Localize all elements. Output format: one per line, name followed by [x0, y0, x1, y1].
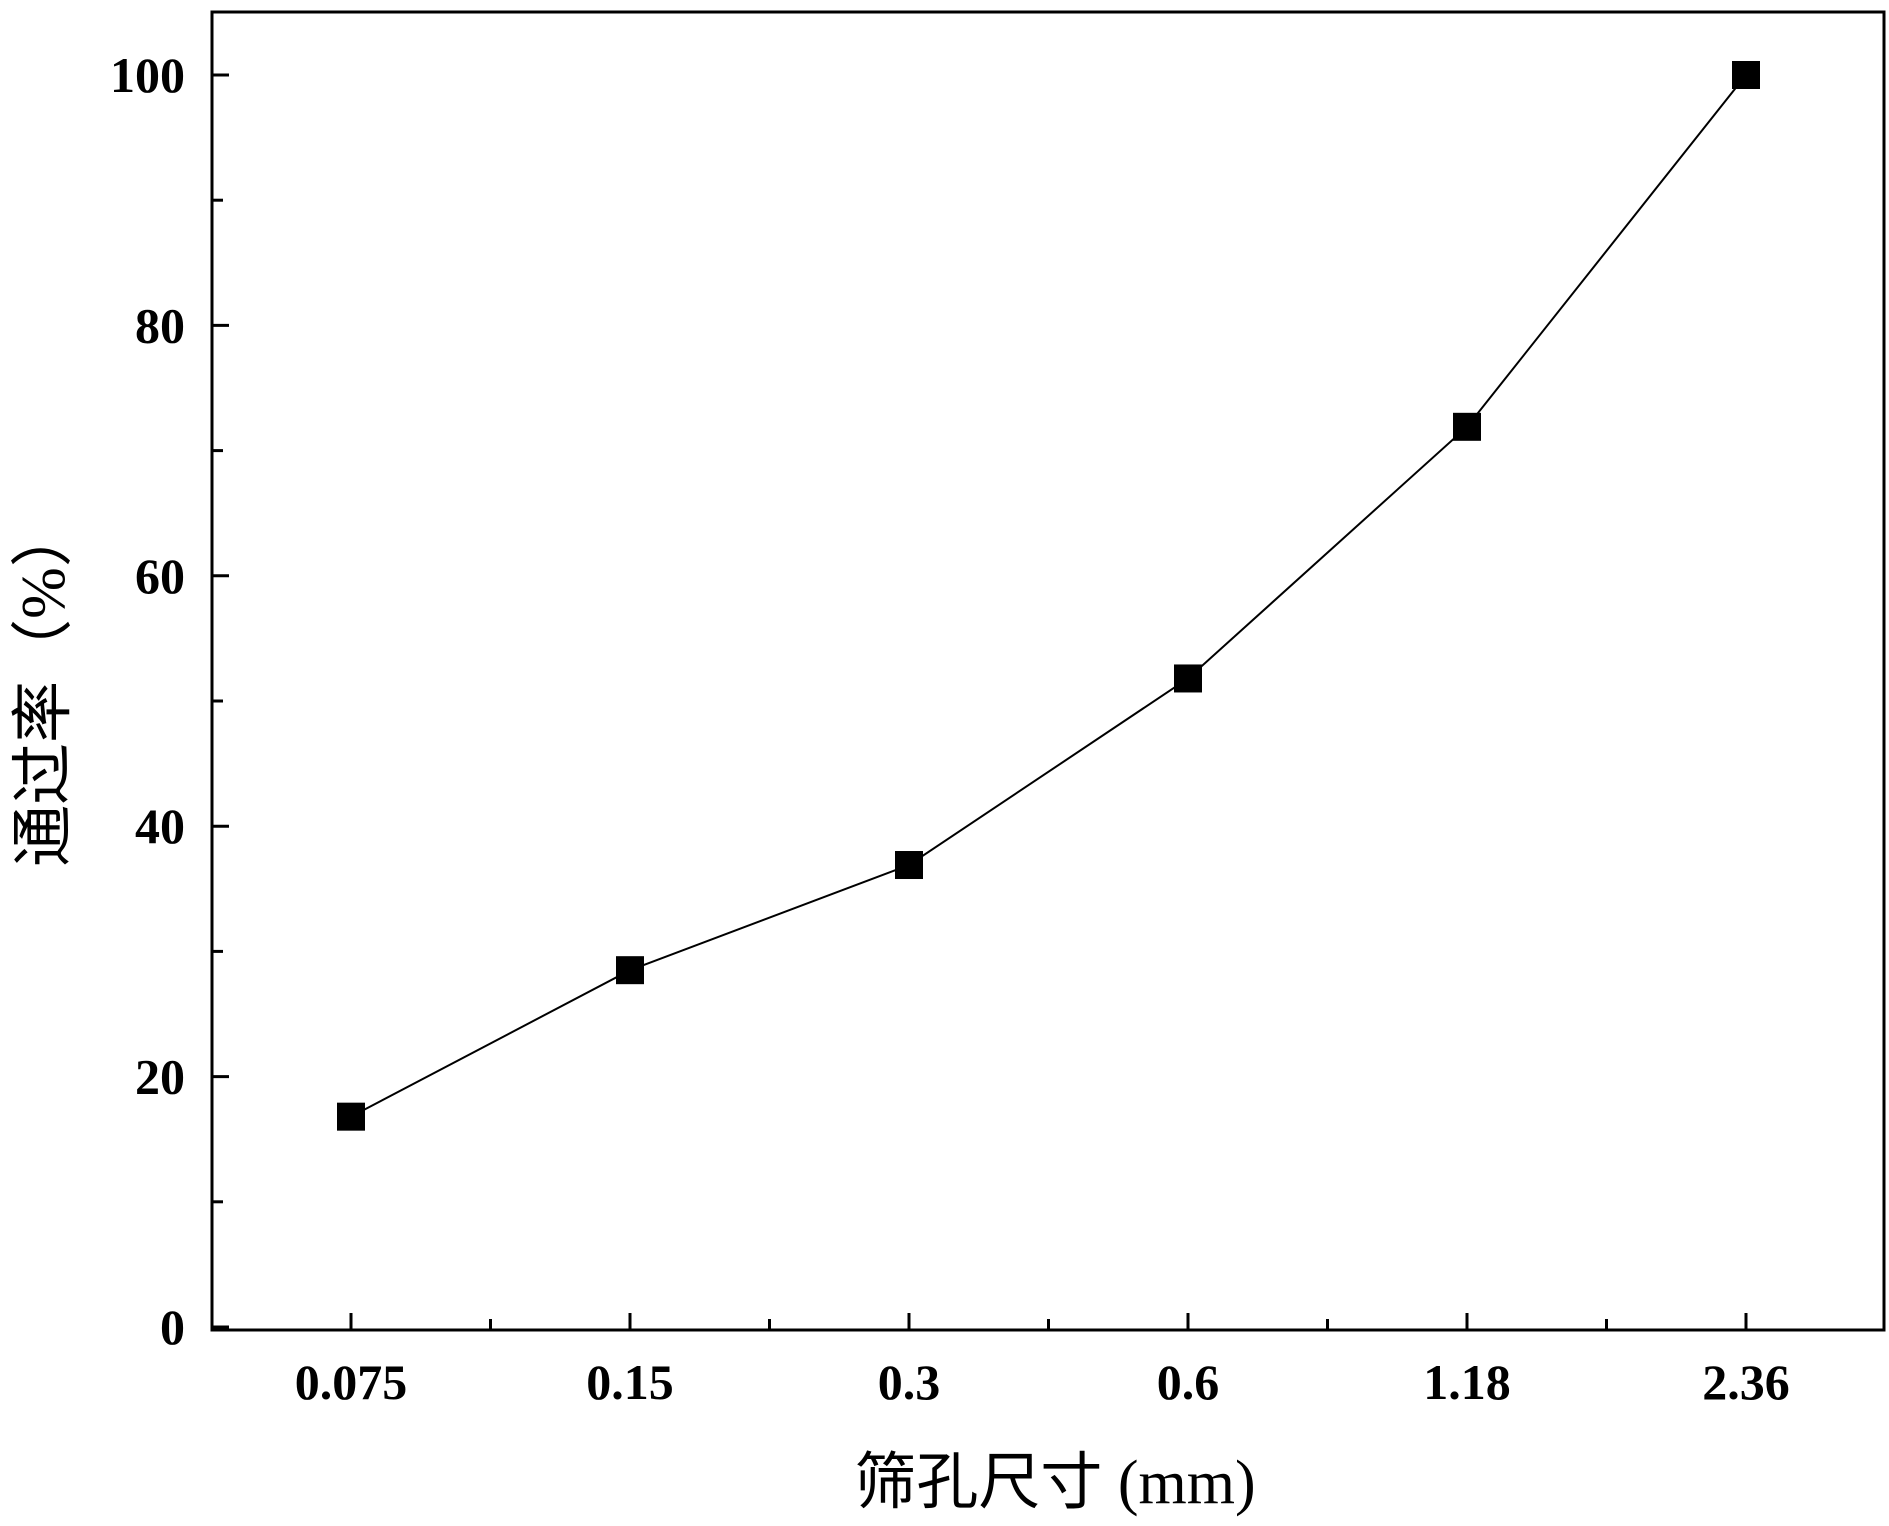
data-point-marker	[1732, 61, 1760, 89]
y-tick-label: 20	[135, 1049, 185, 1105]
y-axis-title: 通过率（%）	[10, 505, 78, 867]
series-line	[350, 74, 1747, 1118]
data-point-marker	[1453, 412, 1481, 441]
y-axis: 0 20 40 60 80 100	[110, 47, 229, 1355]
data-point-marker	[1174, 664, 1202, 693]
y-tick-label: 80	[135, 297, 185, 353]
plot-frame	[210, 10, 1886, 1332]
y-tick-label: 40	[135, 798, 185, 854]
data-point-marker	[337, 1102, 365, 1131]
plot-border	[210, 10, 1886, 1332]
data-point-marker	[895, 851, 923, 880]
x-axis-title: 筛孔尺寸 (mm)	[854, 1449, 1255, 1517]
series-layer	[337, 61, 1760, 1131]
data-point-marker	[616, 956, 644, 985]
x-tick-label: 0.15	[586, 1354, 674, 1410]
x-tick-label: 1.18	[1423, 1354, 1511, 1410]
y-tick-label: 60	[135, 548, 185, 604]
y-tick-label: 100	[110, 47, 185, 103]
x-tick-label: 2.36	[1702, 1354, 1790, 1410]
x-tick-label: 0.6	[1157, 1354, 1220, 1410]
x-tick-label: 0.075	[295, 1354, 408, 1410]
x-tick-label: 0.3	[878, 1354, 941, 1410]
y-tick-label: 0	[160, 1299, 185, 1355]
x-axis: 0.075 0.15 0.3 0.6 1.18 2.36	[295, 1313, 1790, 1410]
